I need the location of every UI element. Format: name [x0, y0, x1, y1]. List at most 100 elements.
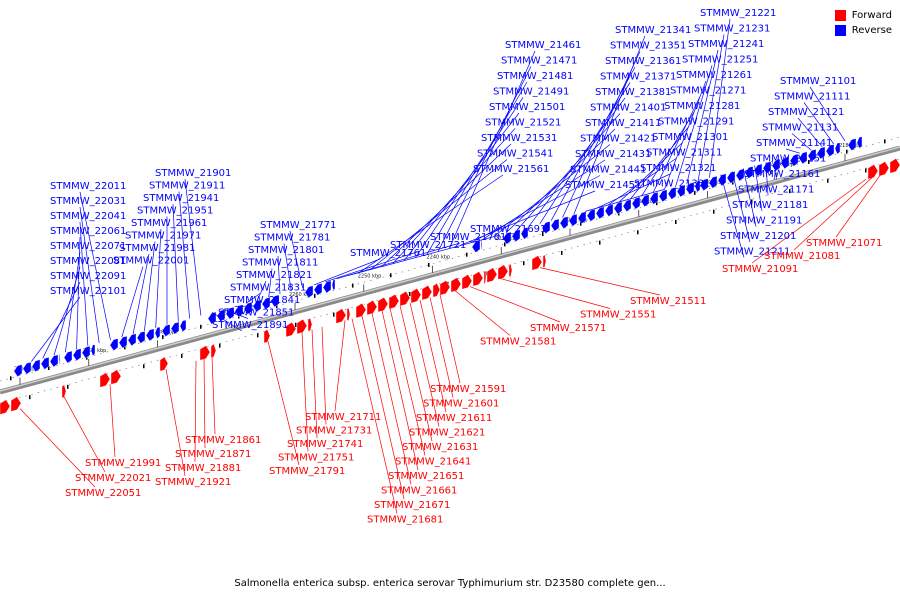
gene-label: STMMW_21871: [175, 449, 251, 460]
reverse-swatch: [834, 25, 846, 36]
forward-gene: [110, 369, 122, 385]
leader-line: [596, 173, 671, 209]
forward-gene: [421, 285, 433, 301]
forward-gene: [99, 372, 111, 388]
gene-label: STMMW_21291: [658, 117, 734, 128]
gene-label: STMMW_21211: [714, 247, 790, 258]
forward-gene: [346, 307, 351, 321]
track-mark: [314, 293, 316, 298]
legend-reverse: Reverse: [834, 23, 892, 38]
gene-label: STMMW_21271: [670, 86, 746, 97]
gene-label: STMMW_21101: [780, 76, 856, 87]
gene-label: STMMW_21371: [600, 72, 676, 83]
leader-line: [79, 191, 111, 341]
reverse-gene: [40, 356, 50, 370]
forward-gene: [307, 317, 313, 332]
gene-label: STMMW_21131: [762, 123, 838, 134]
forward-gene: [542, 254, 547, 268]
forward-gene: [483, 270, 487, 285]
gene-label: STMMW_21751: [278, 453, 354, 464]
track-mark: [751, 199, 753, 204]
leader-line: [283, 243, 292, 292]
leader-line: [53, 266, 81, 356]
gene-label: STMMW_21111: [774, 92, 850, 103]
leader-line: [585, 189, 665, 212]
leader-line: [325, 250, 421, 283]
gene-label: STMMW_21461: [505, 40, 581, 51]
reverse-gene: [658, 189, 668, 203]
gene-label: STMMW_21471: [501, 56, 577, 67]
reverse-gene: [170, 321, 180, 335]
reverse-gene: [252, 299, 262, 313]
reverse-gene: [834, 142, 841, 155]
track-mark: [713, 209, 715, 214]
gene-label: STMMW_21411: [585, 118, 661, 129]
leader-line: [321, 326, 327, 425]
reverse-gene: [49, 354, 59, 368]
gene-label: STMMW_21571: [530, 323, 606, 334]
kbp-tick-label: 2250 kbp: [358, 273, 382, 279]
leader-line: [42, 281, 81, 359]
leader-line: [835, 175, 881, 238]
gene-label: STMMW_21641: [395, 457, 471, 468]
reverse-gene: [595, 206, 605, 220]
gene-label: STMMW_21731: [296, 426, 372, 437]
gene-label: STMMW_21491: [493, 87, 569, 98]
reverse-gene: [127, 333, 137, 347]
leader-line: [675, 65, 713, 187]
leader-line: [268, 268, 273, 298]
leader-line: [797, 117, 823, 148]
leader-line: [178, 191, 190, 319]
leader-line: [351, 318, 398, 514]
reverse-gene: [145, 328, 155, 342]
gene-label: STMMW_21401: [590, 103, 666, 114]
reverse-gene: [511, 229, 521, 242]
track-mark: [352, 283, 354, 288]
leader-line: [742, 168, 757, 227]
reverse-gene: [649, 191, 659, 205]
gene-label: STMMW_21991: [85, 458, 161, 469]
leader-line: [63, 396, 106, 473]
leader-line: [785, 148, 800, 154]
leader-line: [289, 230, 303, 289]
reverse-gene: [613, 201, 623, 215]
gene-label: STMMW_22061: [50, 226, 126, 237]
gene-label: STMMW_21141: [756, 138, 832, 149]
gene-label: STMMW_21191: [726, 216, 802, 227]
gene-label: STMMW_21081: [764, 251, 840, 262]
gene-label: STMMW_22051: [65, 488, 141, 499]
forward-gene: [0, 399, 11, 415]
gene-label: STMMW_21201: [720, 231, 796, 242]
leader-line: [454, 290, 511, 336]
reverse-gene: [136, 330, 146, 344]
leader-line: [389, 308, 426, 456]
track-mark: [504, 242, 506, 247]
leader-line: [404, 112, 520, 261]
track-mark: [485, 271, 487, 276]
gene-label: STMMW_21651: [388, 471, 464, 482]
forward-gene: [355, 303, 367, 319]
track-mark: [390, 273, 392, 278]
legend-forward-label: Forward: [851, 10, 892, 21]
gene-label: STMMW_21981: [119, 243, 195, 254]
leader-line: [203, 358, 206, 449]
reverse-gene: [31, 359, 41, 373]
reverse-gene: [13, 364, 23, 377]
gene-label: STMMW_21701: [430, 232, 506, 243]
leader-line: [429, 297, 454, 398]
reverse-gene: [631, 196, 641, 210]
leader-line: [165, 368, 186, 477]
gene-label: STMMW_21321: [640, 163, 716, 174]
gene-label: STMMW_21911: [149, 181, 225, 192]
leader-line: [257, 280, 267, 301]
forward-gene: [263, 328, 271, 344]
gene-label: STMMW_21181: [732, 200, 808, 211]
kbp-tick-label: 2260 kbp: [289, 292, 313, 298]
track-mark: [580, 221, 582, 226]
track-mark: [561, 250, 563, 255]
forward-gene: [461, 274, 473, 290]
leader-line: [370, 159, 508, 270]
leader-line: [184, 178, 202, 316]
reverse-gene: [780, 156, 790, 170]
